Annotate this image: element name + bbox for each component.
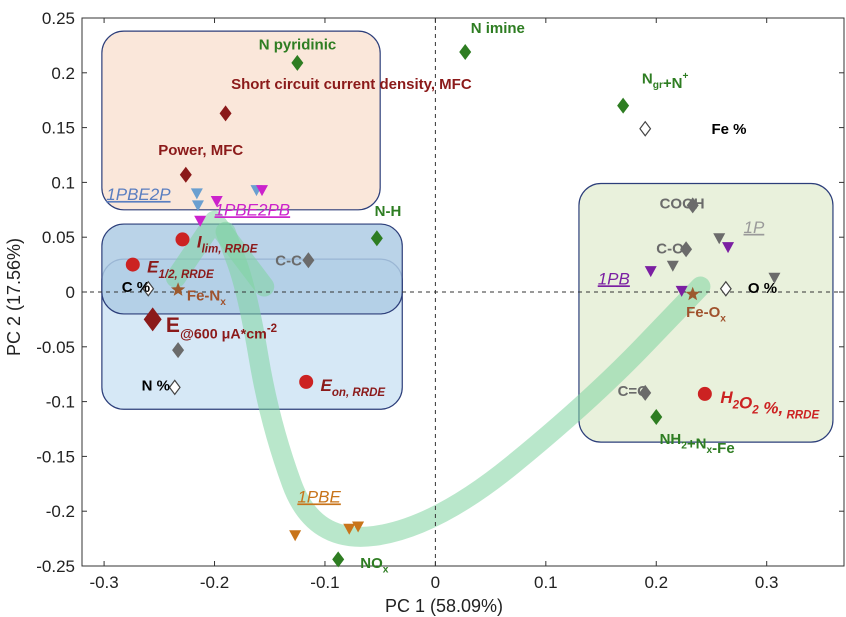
data-point (289, 530, 302, 542)
data-point (685, 286, 700, 301)
point-label: Ngr+N+ (642, 71, 689, 93)
sample-label: 1PBE2PB (215, 200, 291, 219)
y-tick-label: -0.25 (36, 557, 75, 576)
y-tick-label: 0.2 (51, 64, 75, 83)
point-label: N % (142, 377, 170, 394)
plot-axes: -0.3 -0.2 -0.1 0 0.1 0.2 0.3 -0.25 -0.2 -0.15 -0.1… (36, 9, 845, 592)
x-tick-label: 0.3 (755, 573, 779, 592)
point-label: Fe % (711, 121, 746, 138)
trajectory-arrow (165, 210, 711, 547)
data-point (352, 521, 365, 533)
arrow-head (165, 210, 275, 297)
y-tick-label: -0.15 (36, 447, 75, 466)
point-label: Fe-Ox (686, 304, 726, 325)
data-point (644, 266, 657, 278)
point-label: C-O (656, 240, 684, 257)
data-point (370, 230, 383, 247)
data-point (666, 260, 679, 272)
y-tick-label: 0.15 (42, 119, 75, 138)
sample-label: 1PBE (297, 487, 341, 506)
data-point (675, 285, 688, 297)
data-point (332, 551, 345, 568)
point-label: H2O2 %, RRDE (720, 388, 819, 421)
data-point (256, 185, 269, 197)
data-point (142, 280, 155, 297)
sample-label: 1PBE2P (106, 185, 171, 204)
green-box (578, 182, 834, 443)
data-point (210, 196, 223, 208)
point-label: E1/2, RRDE (147, 258, 214, 281)
data-points (125, 43, 781, 568)
data-point (299, 374, 314, 389)
data-point (680, 241, 693, 258)
sample-label: 1PB (598, 269, 630, 288)
y-tick-label: 0 (66, 283, 75, 302)
data-point (343, 523, 356, 535)
data-point (190, 188, 203, 200)
point-label: NOx (360, 555, 389, 576)
data-point (639, 120, 652, 137)
data-point (172, 342, 185, 359)
point-label: Ilim, RRDE (197, 233, 258, 256)
data-point (768, 272, 781, 284)
x-tick-label: -0.3 (89, 573, 118, 592)
x-tick-label: -0.2 (200, 573, 229, 592)
point-labels: N pyridinic N imine Ngr+N+ Fe % Short circui… (106, 20, 819, 575)
data-point (291, 54, 304, 71)
data-point (686, 197, 699, 214)
x-tick-label: 0 (431, 573, 440, 592)
point-label: C-C (275, 252, 302, 269)
arrow-shaft (215, 221, 711, 547)
data-point (125, 257, 140, 272)
point-label: N pyridinic (259, 37, 337, 54)
data-point (697, 386, 712, 401)
data-point (191, 200, 204, 212)
sample-label: 1P (744, 218, 765, 237)
data-point (168, 379, 181, 396)
data-point (650, 408, 663, 425)
data-point (639, 384, 652, 401)
y-tick-label: 0.05 (42, 228, 75, 247)
y-tick-label: 0.1 (51, 173, 75, 192)
data-point (722, 242, 735, 254)
point-label: Fe-Nx (187, 288, 226, 309)
y-axis-title: PC 2 (17.56%) (4, 238, 24, 356)
data-point (302, 252, 315, 269)
point-label: C=O (618, 383, 650, 400)
y-tick-label: -0.05 (36, 338, 75, 357)
peach-box (101, 30, 381, 211)
data-point (617, 97, 630, 114)
point-label: N imine (471, 20, 525, 37)
data-point (143, 307, 162, 332)
point-label: O % (748, 280, 777, 297)
point-label: COOH (660, 195, 705, 212)
y-tick-label: -0.2 (46, 502, 75, 521)
data-point (713, 233, 726, 245)
point-label: Short circuit current density, MFC (231, 76, 472, 93)
data-point (219, 105, 232, 122)
data-point (170, 282, 186, 296)
data-point (179, 166, 192, 183)
data-point (194, 215, 207, 227)
x-tick-label: -0.1 (310, 573, 339, 592)
data-point (459, 43, 472, 60)
point-label: E@600 μA*cm-2 (166, 314, 277, 342)
x-tick-label: 0.2 (644, 573, 668, 592)
data-point (175, 232, 190, 247)
point-label: Eon, RRDE (321, 376, 386, 399)
point-label: N-H (375, 203, 402, 220)
x-axis-title: PC 1 (58.09%) (385, 596, 503, 616)
y-tick-label: 0.25 (42, 9, 75, 28)
y-tick-label: -0.1 (46, 393, 75, 412)
point-label: Power, MFC (158, 142, 243, 159)
point-label: C % (122, 279, 150, 296)
data-point (719, 280, 732, 297)
point-label: NH2+Nx-Fe (660, 431, 735, 457)
x-tick-label: 0.1 (534, 573, 558, 592)
